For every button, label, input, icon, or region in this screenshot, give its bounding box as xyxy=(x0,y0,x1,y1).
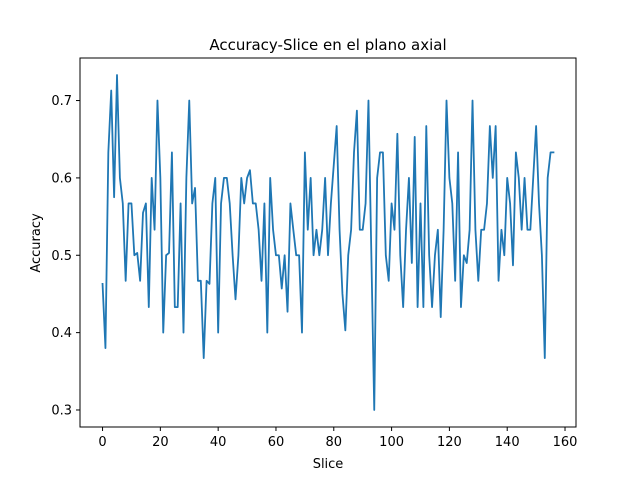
x-tick-label: 140 xyxy=(495,435,520,450)
x-tick-label: 20 xyxy=(152,435,169,450)
x-tick-label: 40 xyxy=(210,435,227,450)
plot-area xyxy=(79,57,577,428)
y-tick-label: 0.5 xyxy=(51,249,72,264)
x-tick-label: 160 xyxy=(553,435,578,450)
x-tick-label: 100 xyxy=(379,435,404,450)
x-axis-ticks: 0 20 40 60 80 100 120 140 160 xyxy=(98,427,577,450)
y-axis-ticks: 0.3 0.4 0.5 0.6 0.7 xyxy=(51,94,80,418)
x-tick-label: 0 xyxy=(98,435,106,450)
chart-title: Accuracy-Slice en el plano axial xyxy=(209,36,446,54)
x-axis-label: Slice xyxy=(313,457,344,472)
x-tick-label: 60 xyxy=(268,435,285,450)
y-tick-label: 0.4 xyxy=(51,326,72,341)
axes-frame xyxy=(79,57,577,428)
x-tick-label: 80 xyxy=(326,435,343,450)
y-tick-label: 0.6 xyxy=(51,171,72,186)
y-axis-label: Accuracy xyxy=(29,213,44,273)
y-tick-label: 0.7 xyxy=(51,94,72,109)
x-tick-label: 120 xyxy=(437,435,462,450)
y-tick-label: 0.3 xyxy=(51,403,72,418)
series-line xyxy=(101,74,555,411)
